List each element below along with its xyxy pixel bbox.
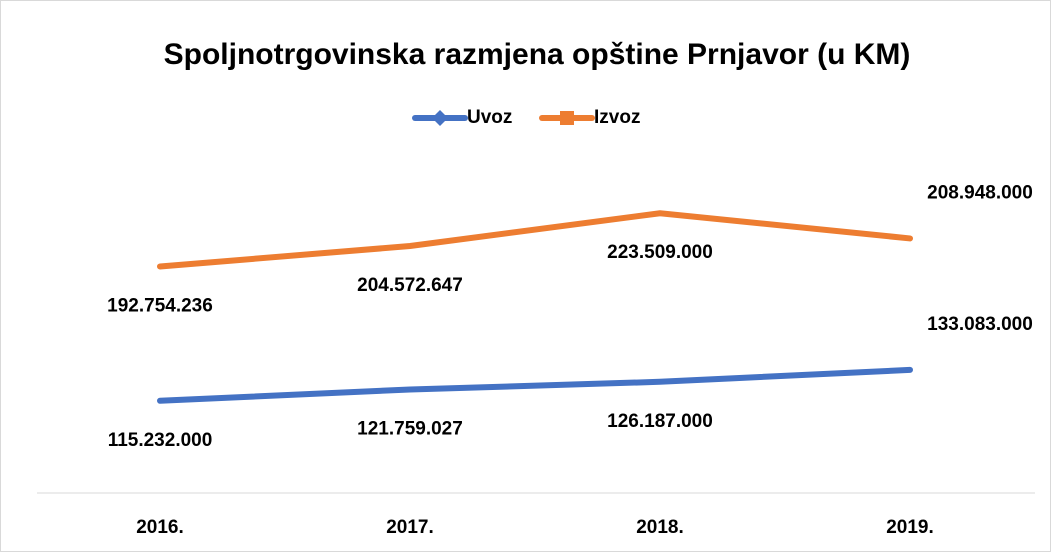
data-label: 192.754.236 [107,296,213,317]
data-label: 126.187.000 [607,411,713,432]
x-tick-label: 2018. [636,517,684,538]
legend-marker [432,110,448,126]
x-tick-label: 2019. [886,517,934,538]
data-label: 121.759.027 [357,418,463,439]
series-line [157,210,913,270]
data-label: 223.509.000 [607,242,713,263]
legend-label: Uvoz [467,107,512,128]
data-label: 115.232.000 [108,430,213,451]
legend-label: Izvoz [594,107,640,128]
x-tick-label: 2016. [136,517,184,538]
legend-marker [560,111,574,125]
x-tick-label: 2017. [386,517,434,538]
series-line [157,366,913,404]
chart-title: Spoljnotrgovinska razmjena opštine Prnja… [164,38,911,71]
data-label: 204.572.647 [357,275,463,296]
data-label: 208.948.000 [927,182,1033,203]
data-label: 133.083.000 [927,314,1033,335]
